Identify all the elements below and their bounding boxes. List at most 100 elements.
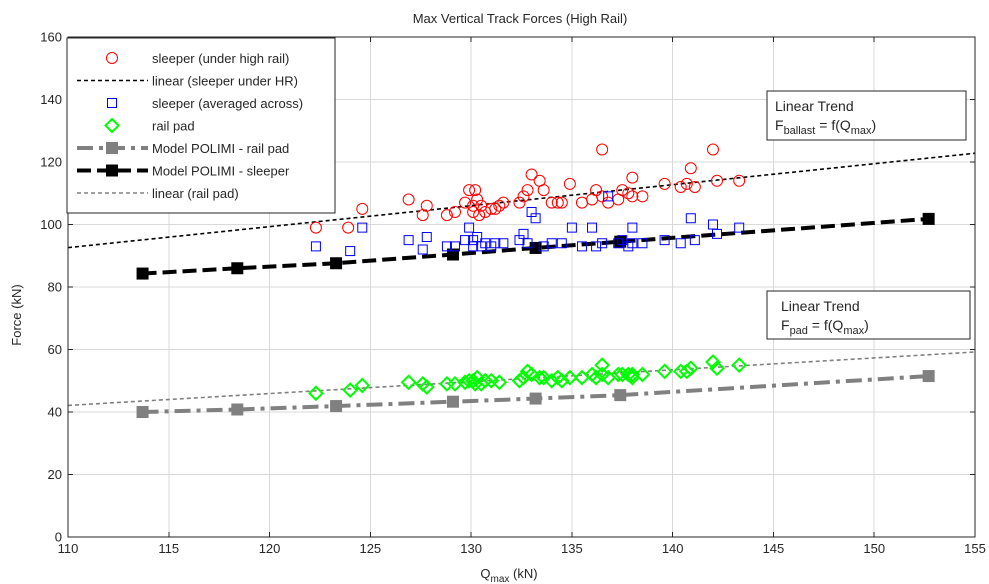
legend-label: sleeper (averaged across) (152, 96, 303, 111)
trend-box-pad-frame (766, 290, 971, 340)
series-2-point (530, 213, 541, 224)
series-2-point (637, 238, 648, 249)
legend-label: sleeper (under high rail) (152, 51, 289, 66)
series-0-point (636, 190, 649, 203)
y-tick-label: 140 (40, 92, 62, 107)
series-3-point (354, 377, 371, 394)
series-0-point (616, 184, 629, 197)
y-tick-label: 100 (40, 217, 62, 232)
series-3-point (594, 357, 611, 374)
series-0-point (706, 143, 719, 156)
series-3-point (656, 363, 673, 380)
series-0-point (485, 202, 498, 215)
x-tick-label: 135 (561, 541, 583, 556)
trend-box-ballast-heading: Linear Trend (775, 98, 854, 114)
trend-box-ballast-formula: Fballast = f(Qmax) (775, 117, 876, 137)
plot-series (67, 143, 976, 418)
series-2-point (734, 222, 745, 233)
series-2-point (464, 222, 475, 233)
x-tick-label: 120 (259, 541, 281, 556)
series-3-point (553, 372, 570, 389)
x-tick-label: 130 (460, 541, 482, 556)
series-2-point (490, 238, 501, 249)
y-tick-label: 40 (48, 405, 62, 420)
series-0-point (711, 174, 724, 187)
series-2-point (498, 238, 509, 249)
x-axis-label-base: Q (480, 566, 490, 581)
series-2-point (345, 246, 356, 257)
series-2-point (566, 222, 577, 233)
series-3-point (634, 366, 651, 383)
series-3-point (418, 379, 435, 395)
series-0-point (551, 196, 564, 209)
series-2-point (441, 241, 452, 252)
series-3-point (400, 374, 417, 391)
series-2-point (627, 238, 638, 249)
series-0-point (356, 202, 369, 215)
x-tick-label: 155 (964, 541, 986, 556)
trend-box-pad-formula: Fpad = f(Qmax) (781, 317, 869, 337)
series-2-point (417, 244, 428, 255)
series-3-point (523, 366, 540, 383)
series-0-point (420, 199, 433, 212)
series-0-point (674, 181, 687, 193)
series-3-point (477, 372, 494, 389)
y-tick-label: 0 (55, 530, 62, 545)
legend-label: rail pad (152, 119, 195, 134)
series-2-point (659, 235, 670, 246)
legend: sleeper (under high rail) linear (sleeper… (66, 37, 336, 214)
series-5-point (136, 267, 149, 280)
legend-marker (104, 117, 120, 134)
series-6-line (67, 351, 976, 407)
legend-item: Model POLIMI - rail pad (77, 141, 289, 156)
series-3-point (705, 354, 721, 370)
series-0-point (309, 221, 322, 234)
legend-box (66, 37, 336, 214)
series-1 (67, 152, 976, 249)
series-2 (310, 191, 745, 257)
x-axis-label-sub: max (491, 574, 510, 584)
chart-title: Max Vertical Track Forces (High Rail) (413, 11, 628, 26)
legend-marker (107, 98, 117, 108)
series-0-point (658, 177, 671, 190)
series-3 (307, 354, 748, 402)
series-3-point (535, 369, 552, 386)
series-3-point (491, 374, 508, 391)
series-3-point (561, 369, 578, 386)
series-2-point (449, 241, 460, 252)
series-2-point (597, 238, 608, 249)
series-2-point (689, 235, 700, 246)
series-0-point (688, 181, 701, 193)
series-5-point (922, 212, 935, 225)
series-0-point (622, 187, 635, 200)
series-2-point (712, 228, 723, 239)
series-2-point (617, 235, 628, 246)
trend-box-pad: Linear Trend Fpad = f(Qmax) (766, 290, 971, 340)
series-0-point (469, 184, 482, 197)
series-0-point (596, 143, 609, 156)
legend-item: rail pad (104, 117, 195, 134)
series-2-point (357, 222, 368, 233)
series-2-point (460, 235, 471, 246)
series-5-point (330, 257, 343, 270)
series-0-point (537, 184, 550, 197)
legend-item: linear (sleeper under HR) (77, 74, 298, 89)
series-4-point (922, 370, 935, 383)
series-3-point (682, 360, 699, 377)
series-0-point (513, 196, 526, 209)
series-2-point (591, 241, 602, 252)
series-0-point (555, 196, 568, 209)
series-2-point (538, 241, 549, 252)
x-axis-label: Qmax (kN) (480, 566, 537, 584)
series-3-point (709, 360, 725, 377)
series-0-point (733, 174, 746, 187)
series-0-point (471, 193, 484, 206)
series-2-point (480, 238, 491, 249)
series-0-point (440, 209, 453, 222)
y-tick-label: 20 (48, 467, 62, 482)
series-0-point (467, 206, 480, 218)
legend-item: Model POLIMI - sleeper (77, 164, 290, 179)
y-tick-label: 60 (48, 342, 62, 357)
series-3-point (678, 363, 695, 380)
series-2-point (522, 238, 533, 249)
